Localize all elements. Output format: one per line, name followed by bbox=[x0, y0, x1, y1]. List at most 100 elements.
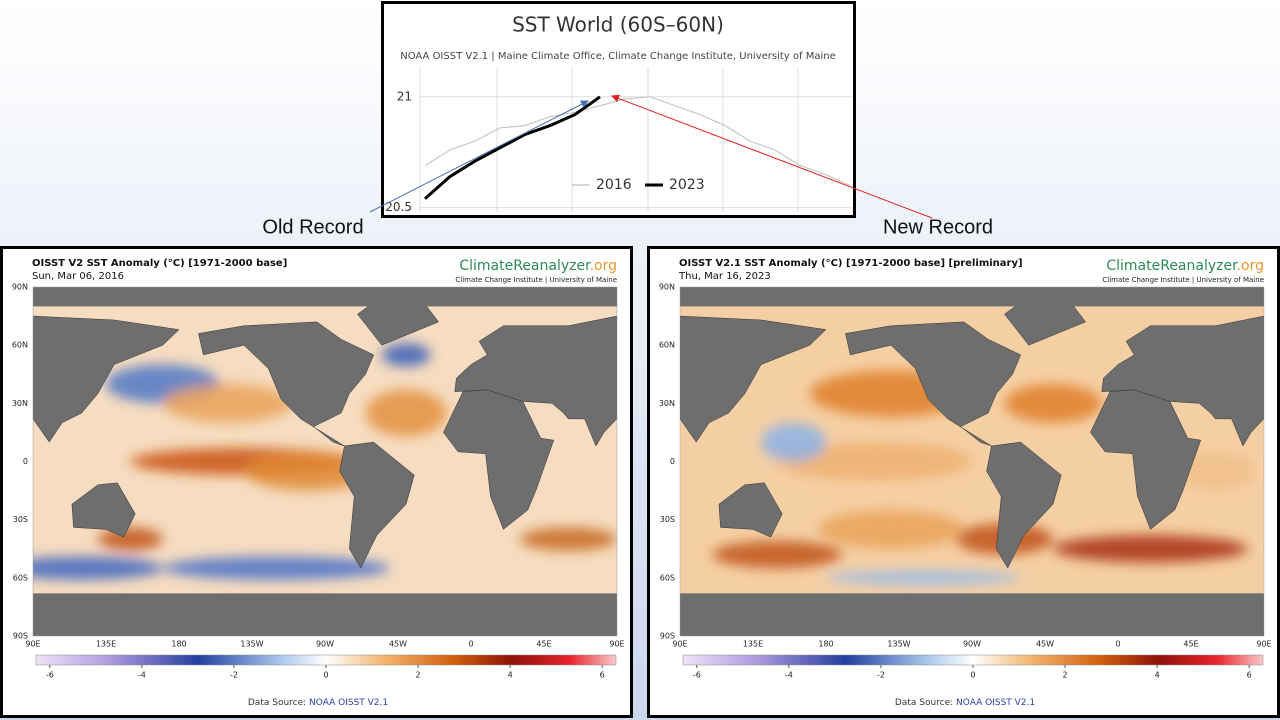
lat-label: 30N bbox=[12, 399, 28, 408]
lon-label: 0 bbox=[468, 640, 473, 649]
map-area bbox=[680, 287, 1264, 636]
colorbar-label: -2 bbox=[230, 671, 238, 680]
colorbar-label: -6 bbox=[46, 671, 54, 680]
colorbar-label: 2 bbox=[416, 671, 421, 680]
map-date: Sun, Mar 06, 2016 bbox=[32, 271, 124, 282]
lon-label: 45E bbox=[1183, 640, 1198, 649]
continent bbox=[71, 482, 136, 538]
brand-suffix: .org bbox=[590, 258, 617, 274]
institute: Climate Change Institute | University of… bbox=[455, 276, 617, 284]
colorbar-label: -6 bbox=[693, 671, 701, 680]
annotation: New Record bbox=[883, 216, 993, 238]
anomaly-blob bbox=[365, 389, 447, 437]
lat-label: 90N bbox=[12, 283, 28, 292]
colorbar-label: -4 bbox=[785, 671, 793, 680]
lat-label: 90N bbox=[659, 283, 675, 292]
lon-label: 135E bbox=[743, 640, 763, 649]
anomaly-blob bbox=[826, 570, 1021, 586]
lon-label: 90E bbox=[1256, 640, 1271, 649]
lat-label: 90S bbox=[13, 632, 28, 641]
anomaly-blob bbox=[1174, 451, 1256, 491]
data-source: Data Source: NOAA OISST V2.1 bbox=[248, 698, 388, 708]
brand: ClimateReanalyzer.org bbox=[459, 258, 617, 274]
arrow-new bbox=[611, 94, 933, 219]
lon-label: 90E bbox=[609, 640, 624, 649]
lon-label: 90W bbox=[963, 640, 981, 649]
continent bbox=[454, 315, 617, 447]
anomaly-blob bbox=[33, 556, 163, 580]
colorbar-label: 4 bbox=[508, 671, 513, 680]
line-series bbox=[424, 95, 601, 200]
lon-label: 135E bbox=[96, 640, 116, 649]
data-source-name: NOAA OISST V2.1 bbox=[956, 698, 1035, 708]
brand: ClimateReanalyzer.org bbox=[1106, 258, 1264, 274]
data-source-name: NOAA OISST V2.1 bbox=[309, 698, 388, 708]
institute: Climate Change Institute | University of… bbox=[1102, 276, 1264, 284]
anomaly-blob bbox=[1004, 383, 1102, 423]
colorbar-label: 6 bbox=[1247, 671, 1252, 680]
anomaly-blob bbox=[712, 540, 843, 569]
lat-label: 60N bbox=[12, 341, 28, 350]
lat-label: 90S bbox=[660, 632, 675, 641]
anomaly-blob bbox=[519, 527, 617, 551]
map-border bbox=[679, 286, 1265, 637]
map-title: OISST V2 SST Anomaly (°C) [1971-2000 bas… bbox=[32, 258, 287, 269]
continent bbox=[718, 482, 783, 538]
continent bbox=[845, 321, 1021, 447]
lat-label: 30N bbox=[659, 399, 675, 408]
colorbar-label: 0 bbox=[323, 671, 328, 680]
lon-label: 90E bbox=[672, 640, 687, 649]
map-panel: OISST V2 SST Anomaly (°C) [1971-2000 bas… bbox=[0, 246, 633, 718]
colorbar-label: 4 bbox=[1155, 671, 1160, 680]
continent bbox=[33, 315, 180, 443]
colorbar bbox=[682, 654, 1264, 666]
lat-label: 30S bbox=[660, 515, 675, 524]
line-series bbox=[424, 96, 851, 186]
lon-label: 90E bbox=[25, 640, 40, 649]
lat-label: 30S bbox=[13, 515, 28, 524]
lon-label: 135W bbox=[887, 640, 910, 649]
chart-subtitle: NOAA OISST V2.1 | Maine Climate Office, … bbox=[400, 51, 835, 62]
data-source-label: Data Source: bbox=[248, 698, 309, 708]
map-date: Thu, Mar 16, 2023 bbox=[678, 271, 771, 282]
arctic bbox=[680, 287, 1264, 307]
lon-label: 45W bbox=[1036, 640, 1054, 649]
antarctica bbox=[680, 593, 1264, 636]
brand-name: ClimateReanalyzer bbox=[1106, 258, 1238, 274]
lon-label: 45E bbox=[536, 640, 551, 649]
colorbar-label: -4 bbox=[138, 671, 146, 680]
continent bbox=[198, 321, 374, 447]
anomaly-blob bbox=[97, 527, 163, 551]
annotation: Old Record bbox=[262, 216, 363, 238]
chart-frame bbox=[381, 1, 856, 218]
map-border bbox=[32, 286, 618, 637]
y-tick-label: 21 bbox=[397, 89, 412, 103]
anomaly-blob bbox=[777, 442, 973, 481]
map-title: OISST V2.1 SST Anomaly (°C) [1971-2000 b… bbox=[679, 258, 1023, 269]
lat-label: 60S bbox=[13, 573, 28, 582]
lat-label: 60N bbox=[659, 341, 675, 350]
antarctica bbox=[33, 593, 617, 636]
colorbar-label: -2 bbox=[877, 671, 885, 680]
anomaly-blob bbox=[761, 422, 826, 462]
lon-label: 45W bbox=[389, 640, 407, 649]
y-tick-label: 20.5 bbox=[385, 200, 412, 214]
map-panel: OISST V2.1 SST Anomaly (°C) [1971-2000 b… bbox=[647, 246, 1280, 718]
arctic bbox=[33, 287, 617, 307]
arrow-old bbox=[369, 100, 589, 213]
continent bbox=[680, 315, 827, 443]
colorbar-label: 6 bbox=[600, 671, 605, 680]
brand-name: ClimateReanalyzer bbox=[459, 258, 591, 274]
colorbar bbox=[35, 654, 617, 666]
anomaly-blob bbox=[162, 383, 293, 423]
lat-label: 0 bbox=[23, 457, 28, 466]
colorbar-label: 0 bbox=[970, 671, 975, 680]
lon-label: 180 bbox=[171, 640, 186, 649]
chart-title: SST World (60S–60N) bbox=[512, 13, 724, 37]
lat-label: 0 bbox=[670, 457, 675, 466]
anomaly-blob bbox=[817, 509, 964, 549]
anomaly-blob bbox=[162, 556, 390, 580]
continent bbox=[1101, 315, 1264, 447]
